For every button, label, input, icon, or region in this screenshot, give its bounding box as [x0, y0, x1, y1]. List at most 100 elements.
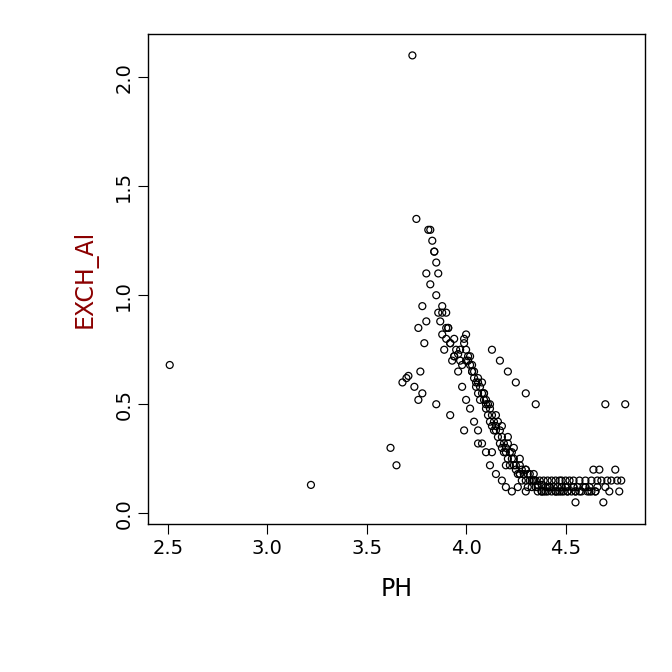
Point	[441, 307, 452, 318]
Point	[562, 486, 573, 497]
Point	[468, 366, 479, 377]
Point	[532, 480, 543, 491]
Point	[586, 475, 597, 486]
Point	[451, 344, 462, 355]
Point	[489, 417, 499, 427]
Point	[568, 475, 579, 486]
Point	[495, 438, 505, 449]
Point	[463, 351, 474, 362]
Point	[413, 323, 424, 333]
Point	[480, 447, 491, 458]
Point	[449, 333, 460, 344]
Point	[600, 482, 611, 493]
Point	[516, 464, 527, 475]
Point	[306, 480, 317, 491]
X-axis label: PH: PH	[380, 577, 413, 601]
Point	[487, 344, 497, 355]
Point	[425, 224, 435, 235]
Point	[447, 355, 458, 366]
Point	[530, 482, 541, 493]
Point	[574, 486, 585, 497]
Point	[465, 403, 476, 414]
Point	[542, 475, 553, 486]
Point	[441, 333, 452, 344]
Point	[466, 366, 477, 377]
Point	[485, 403, 495, 414]
Point	[391, 460, 402, 470]
Point	[544, 482, 555, 493]
Point	[580, 482, 591, 493]
Point	[449, 351, 460, 362]
Point	[437, 329, 448, 340]
Point	[461, 329, 472, 340]
Point	[423, 224, 433, 235]
Point	[542, 482, 553, 493]
Point	[520, 388, 531, 398]
Point	[480, 403, 491, 414]
Point	[499, 438, 509, 449]
Point	[491, 421, 501, 431]
Point	[530, 399, 541, 410]
Point	[550, 475, 561, 486]
Point	[550, 486, 561, 497]
Y-axis label: EXCH_Al: EXCH_Al	[73, 230, 97, 328]
Point	[470, 377, 481, 388]
Point	[455, 344, 466, 355]
Point	[476, 438, 487, 449]
Point	[542, 486, 553, 497]
Point	[552, 486, 563, 497]
Point	[501, 442, 511, 453]
Point	[604, 486, 615, 497]
Point	[421, 316, 431, 327]
Point	[509, 454, 519, 464]
Point	[491, 410, 501, 421]
Point	[562, 486, 573, 497]
Point	[427, 235, 437, 246]
Point	[461, 394, 472, 405]
Point	[590, 486, 601, 497]
Point	[513, 482, 523, 493]
Point	[459, 333, 470, 344]
Point	[472, 388, 483, 398]
Point	[513, 468, 523, 479]
Point	[491, 468, 501, 479]
Point	[598, 497, 609, 508]
Point	[501, 460, 511, 470]
Point	[592, 475, 603, 486]
Point	[425, 279, 435, 290]
Point	[520, 464, 531, 475]
Point	[580, 482, 591, 493]
Point	[433, 307, 444, 318]
Point	[578, 482, 589, 493]
Point	[520, 475, 531, 486]
Point	[554, 486, 565, 497]
Point	[431, 257, 442, 268]
Point	[584, 482, 595, 493]
Point	[478, 388, 489, 398]
Point	[590, 486, 601, 497]
Point	[560, 482, 571, 493]
Point	[522, 468, 533, 479]
Point	[497, 421, 507, 431]
Point	[515, 468, 526, 479]
Point	[507, 454, 517, 464]
Point	[509, 442, 519, 453]
Point	[538, 486, 549, 497]
Point	[445, 338, 456, 349]
Point	[445, 338, 456, 349]
Point	[480, 399, 491, 410]
Point	[544, 482, 555, 493]
Point	[524, 468, 535, 479]
Point	[507, 486, 517, 497]
Point	[530, 475, 541, 486]
Point	[465, 351, 476, 362]
Point	[600, 399, 611, 410]
Point	[505, 447, 515, 458]
Point	[616, 475, 626, 486]
Point	[584, 486, 595, 497]
Point	[445, 410, 456, 421]
Point	[443, 323, 454, 333]
Point	[495, 425, 505, 435]
Point	[564, 475, 575, 486]
Point	[588, 464, 599, 475]
